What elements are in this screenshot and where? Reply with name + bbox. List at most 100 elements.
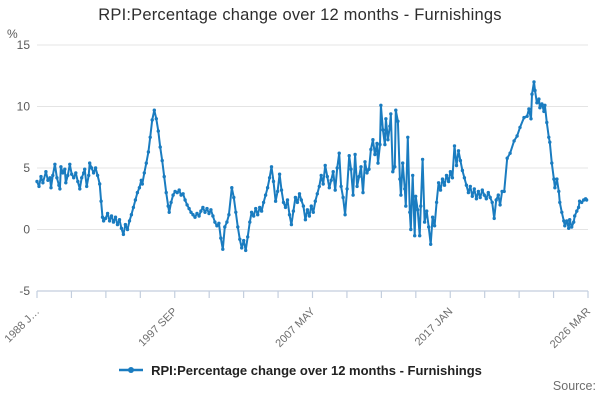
data-point [434, 200, 439, 205]
data-point [573, 214, 577, 218]
data-point [529, 117, 533, 121]
data-point [384, 117, 388, 121]
data-point [289, 222, 294, 227]
data-point [44, 170, 48, 174]
data-point [283, 205, 288, 210]
data-point [101, 219, 106, 223]
data-point [232, 195, 236, 200]
data-point [470, 194, 474, 198]
data-point [375, 141, 379, 146]
data-point [46, 178, 50, 182]
data-point [119, 226, 124, 230]
data-point [376, 161, 380, 165]
data-point [277, 172, 282, 176]
data-point [140, 182, 144, 186]
data-point [287, 213, 292, 217]
data-point [203, 210, 207, 214]
data-point [399, 193, 403, 197]
data-point [48, 176, 52, 180]
data-point [490, 200, 494, 205]
data-point [117, 218, 122, 222]
data-point [401, 161, 405, 165]
data-point [305, 208, 310, 212]
data-point [213, 220, 217, 224]
data-point [460, 168, 465, 173]
data-point [167, 210, 171, 214]
legend-item[interactable]: RPI:Percentage change over 12 months - F… [0, 360, 600, 380]
data-point [522, 115, 526, 120]
data-point [49, 186, 53, 190]
data-point [533, 88, 537, 93]
data-point [53, 162, 57, 166]
data-point [98, 182, 102, 186]
data-point [484, 197, 488, 201]
data-point [74, 171, 78, 175]
data-point [474, 197, 479, 201]
data-point [156, 129, 160, 133]
data-point [446, 179, 451, 184]
data-point [238, 237, 242, 241]
data-point [41, 181, 45, 185]
data-point [530, 92, 534, 96]
data-point [398, 177, 402, 181]
data-point [345, 187, 349, 191]
data-point [109, 214, 114, 218]
data-point [317, 184, 321, 189]
data-point [468, 184, 472, 189]
data-point [68, 162, 72, 166]
y-axis-tick-label: -5 [19, 284, 30, 298]
data-point [64, 181, 68, 185]
data-point [175, 190, 179, 195]
data-point [550, 161, 554, 165]
data-point [154, 117, 158, 121]
data-point [219, 236, 223, 240]
data-point [584, 198, 589, 202]
data-point [265, 186, 270, 190]
data-point [181, 192, 185, 196]
x-axis-tick-label: 2026 MAR [548, 306, 593, 351]
data-point [388, 124, 392, 128]
data-point [419, 204, 423, 208]
data-point [329, 178, 333, 182]
data-point [148, 135, 152, 139]
data-point [411, 173, 415, 178]
data-point [547, 135, 551, 139]
data-point [512, 139, 516, 143]
data-point [105, 211, 110, 216]
data-point [575, 209, 579, 213]
data-point [542, 109, 546, 114]
data-point [381, 128, 385, 132]
data-point [166, 204, 170, 208]
data-point [527, 107, 531, 111]
data-point [83, 167, 87, 171]
data-point [227, 213, 231, 217]
data-point [93, 166, 98, 170]
data-point [113, 215, 118, 219]
x-axis-tick-label: 2017 JAN [413, 306, 456, 349]
data-point [99, 199, 103, 203]
data-point [357, 174, 361, 179]
data-point [450, 176, 455, 180]
data-point [472, 187, 476, 191]
data-point [271, 179, 276, 184]
data-point [557, 189, 561, 194]
data-point [123, 222, 128, 227]
data-point [217, 221, 221, 225]
data-point [404, 204, 408, 208]
data-point [207, 211, 211, 216]
data-point [205, 206, 209, 211]
data-point [193, 215, 197, 219]
data-point [525, 114, 529, 119]
legend-line-marker [119, 367, 144, 373]
data-point [133, 198, 138, 202]
data-point [486, 190, 490, 195]
data-point [452, 144, 457, 148]
data-point [537, 97, 541, 101]
data-point [189, 210, 193, 214]
data-point [131, 205, 136, 210]
data-point [177, 188, 181, 192]
data-point [303, 218, 308, 222]
data-point [135, 190, 140, 195]
data-point [488, 195, 492, 200]
data-point [236, 225, 240, 229]
